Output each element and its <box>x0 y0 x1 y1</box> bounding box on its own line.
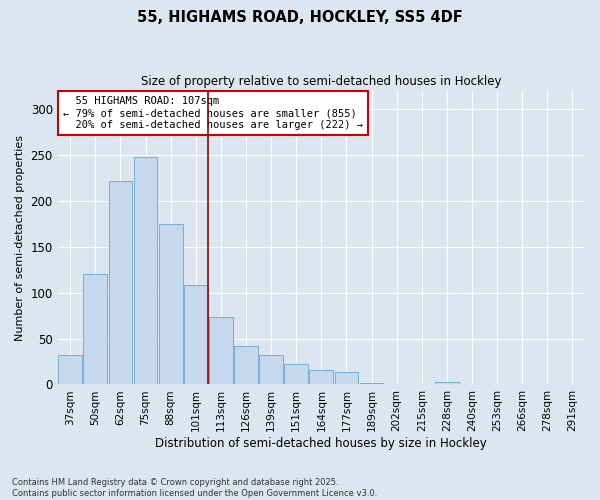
Title: Size of property relative to semi-detached houses in Hockley: Size of property relative to semi-detach… <box>141 75 502 88</box>
Bar <box>184 286 208 384</box>
Bar <box>58 355 82 384</box>
Y-axis label: Number of semi-detached properties: Number of semi-detached properties <box>15 134 25 340</box>
Bar <box>134 156 157 384</box>
Bar <box>209 318 233 384</box>
X-axis label: Distribution of semi-detached houses by size in Hockley: Distribution of semi-detached houses by … <box>155 437 487 450</box>
Bar <box>435 382 459 384</box>
Text: 55, HIGHAMS ROAD, HOCKLEY, SS5 4DF: 55, HIGHAMS ROAD, HOCKLEY, SS5 4DF <box>137 10 463 25</box>
Text: 55 HIGHAMS ROAD: 107sqm
← 79% of semi-detached houses are smaller (855)
  20% of: 55 HIGHAMS ROAD: 107sqm ← 79% of semi-de… <box>63 96 363 130</box>
Bar <box>284 364 308 384</box>
Bar <box>335 372 358 384</box>
Bar <box>83 274 107 384</box>
Bar <box>259 355 283 384</box>
Bar <box>159 224 182 384</box>
Bar <box>310 370 333 384</box>
Bar <box>234 346 258 385</box>
Bar <box>359 382 383 384</box>
Text: Contains HM Land Registry data © Crown copyright and database right 2025.
Contai: Contains HM Land Registry data © Crown c… <box>12 478 377 498</box>
Bar <box>109 180 133 384</box>
